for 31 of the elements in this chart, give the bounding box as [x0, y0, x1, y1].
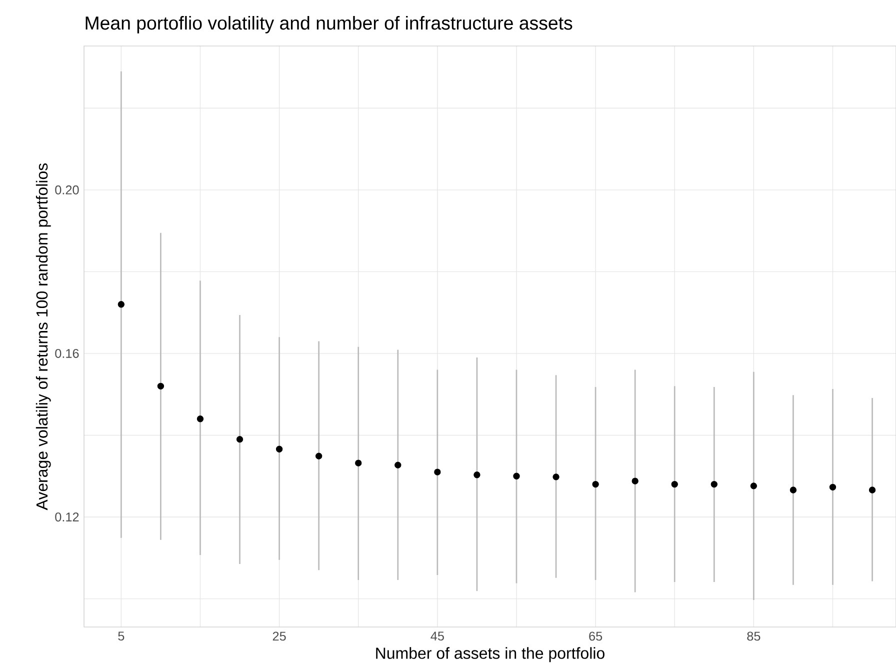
- point: [671, 480, 678, 488]
- y-tick-label: 0.16: [55, 348, 79, 358]
- point: [829, 484, 836, 490]
- x-tick-label: 25: [272, 632, 286, 641]
- y-tick-label: 0.20: [55, 185, 79, 194]
- x-axis-title: Number of assets in the portfolio: [376, 647, 604, 662]
- x-tick-label: 5: [118, 632, 124, 641]
- point: [355, 460, 362, 466]
- point: [710, 480, 718, 488]
- point: [750, 482, 758, 490]
- y-tick-label: 0.12: [55, 512, 79, 522]
- point: [513, 472, 520, 480]
- point: [196, 416, 204, 422]
- chart-title: Mean portoflio volatility and number of infrastructure assets: [86, 16, 572, 34]
- point: [790, 486, 797, 494]
- x-tick-label: 65: [589, 632, 602, 641]
- point: [118, 301, 125, 308]
- point: [157, 382, 164, 390]
- point: [474, 472, 480, 478]
- y-axis-title: Average volatiliy of returns 100 random portfolios: [36, 163, 51, 510]
- point: [276, 446, 283, 452]
- point: [592, 480, 599, 488]
- point: [315, 452, 322, 460]
- point: [552, 474, 560, 480]
- x-tick-label: 45: [430, 632, 444, 641]
- point: [236, 436, 244, 443]
- point: [394, 462, 402, 468]
- point: [632, 478, 638, 484]
- point: [868, 486, 876, 494]
- x-tick-label: 85: [747, 632, 760, 641]
- point: [434, 468, 441, 476]
